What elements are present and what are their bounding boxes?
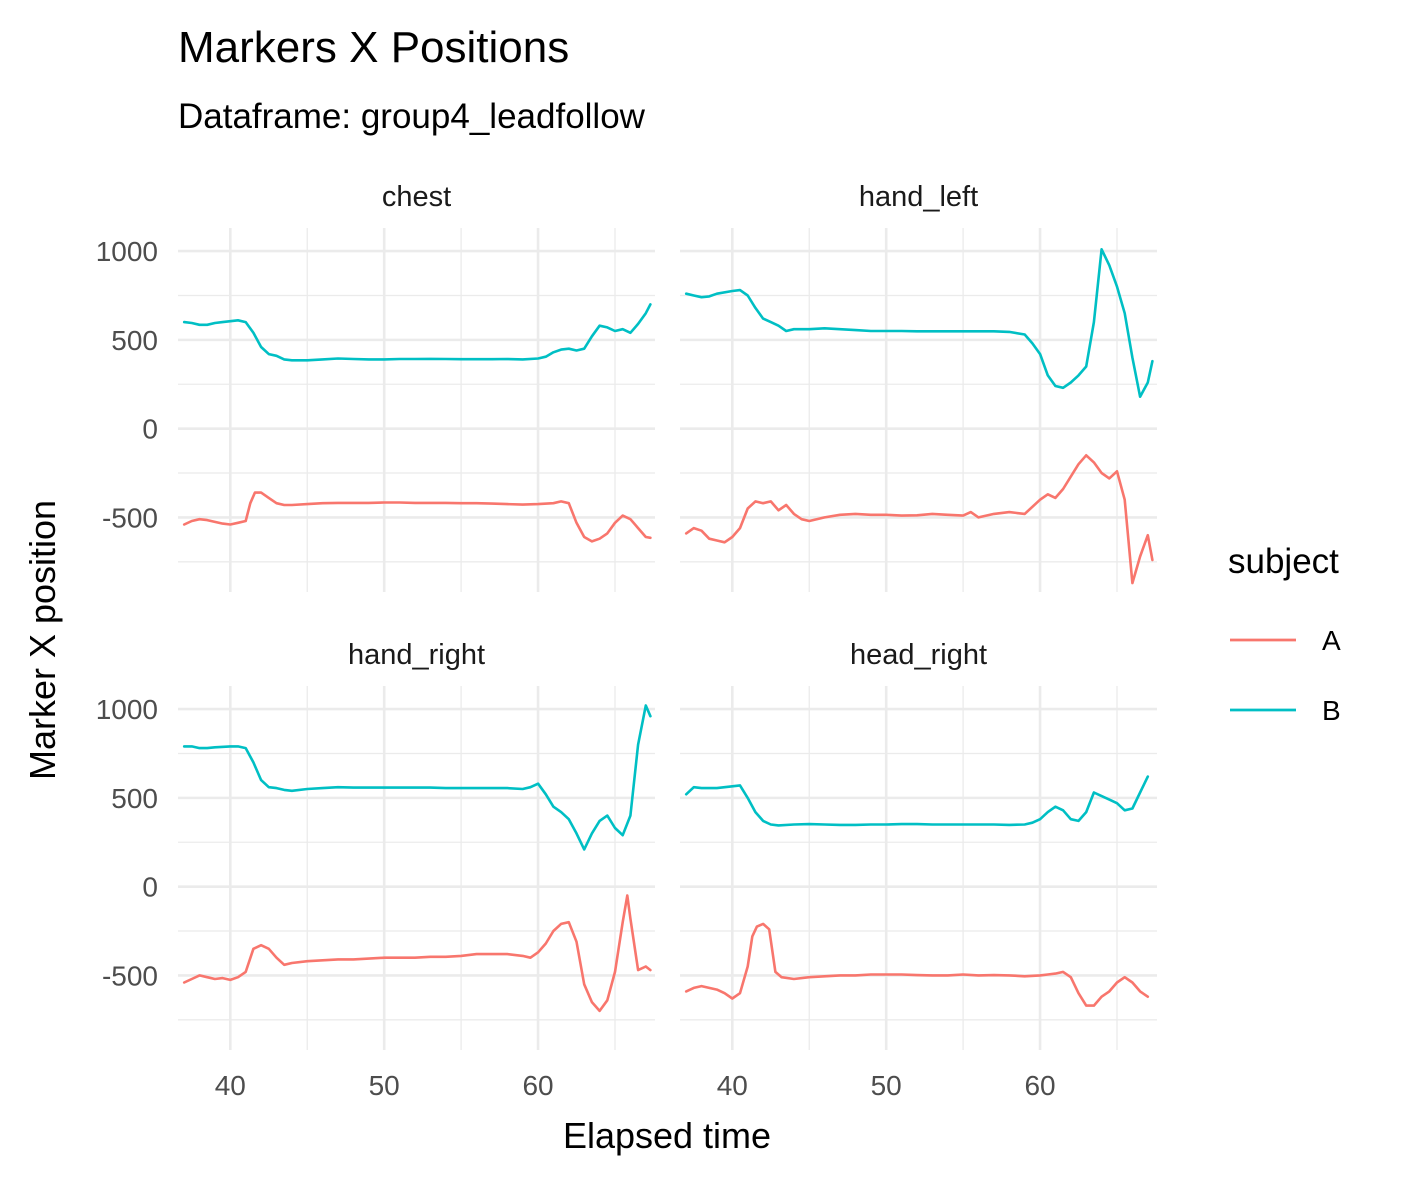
x-tick-label: 50 [871, 1070, 902, 1101]
chart-title: Markers X Positions [178, 23, 569, 72]
strip-label: hand_right [348, 639, 485, 671]
y-tick-label: 0 [142, 872, 158, 903]
series-line-B [182, 704, 652, 851]
legend-label-A: A [1322, 625, 1341, 656]
panel-head_right: head_right 40 50 60 [680, 639, 1157, 1101]
panel-hand_right: hand_right 1000 500 0 -500 40 50 60 [96, 639, 655, 1101]
series-line-A [684, 922, 1150, 1007]
series-line-B [182, 303, 652, 362]
y-tick-label: -500 [102, 502, 158, 533]
y-tick-label: 500 [111, 783, 158, 814]
x-tick-label: 40 [717, 1070, 748, 1101]
series-line-B [684, 248, 1154, 398]
strip-label: chest [382, 181, 451, 213]
series-line-B [684, 775, 1150, 827]
x-tick-label: 60 [1024, 1070, 1055, 1101]
strip-label: head_right [850, 639, 987, 671]
panel-hand_left: hand_left [680, 181, 1157, 592]
series-line-A [182, 491, 652, 543]
x-tick-label: 40 [215, 1070, 246, 1101]
y-axis-title: Marker X position [22, 500, 63, 780]
strip-label: hand_left [859, 181, 978, 213]
y-tick-label: 500 [111, 325, 158, 356]
y-tick-label: -500 [102, 960, 158, 991]
chart-subtitle: Dataframe: group4_leadfollow [178, 97, 646, 136]
y-tick-label: 0 [142, 414, 158, 445]
legend: subject A B [1228, 542, 1341, 726]
legend-label-B: B [1322, 695, 1341, 726]
y-tick-label: 1000 [96, 694, 158, 725]
y-tick-label: 1000 [96, 236, 158, 267]
series-line-A [684, 454, 1154, 585]
facet-panels: chest10005000-500hand_lefthand_right1000… [96, 181, 1157, 1101]
x-tick-label: 60 [522, 1070, 553, 1101]
panel-chest: chest 1000 500 0 -500 [96, 181, 655, 592]
x-tick-label: 50 [369, 1070, 400, 1101]
series-line-A [182, 894, 652, 1013]
x-axis-title: Elapsed time [563, 1115, 771, 1156]
legend-title: subject [1228, 542, 1339, 581]
